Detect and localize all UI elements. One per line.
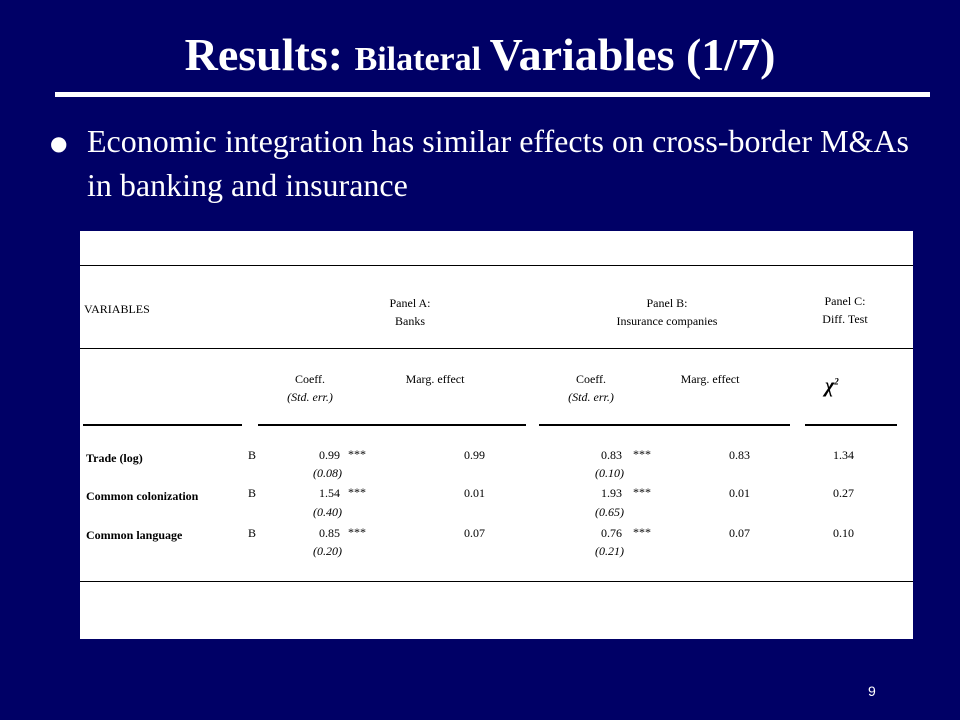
panel-c-label: Panel C: bbox=[824, 294, 866, 308]
row-tag: B bbox=[248, 526, 257, 540]
panel-a-coeff: 0.85 bbox=[319, 526, 340, 540]
row-name: Common colonization bbox=[86, 489, 199, 503]
panel-a-coeff: 0.99 bbox=[319, 448, 340, 462]
col-rule-panel-a bbox=[258, 424, 526, 426]
panel-a-coeff-label: Coeff. bbox=[294, 372, 326, 386]
row-name: Trade (log) bbox=[86, 451, 143, 465]
slide-title: Results: Bilateral Variables (1/7) bbox=[0, 28, 960, 81]
col-rule-panel-b bbox=[539, 424, 790, 426]
row-tag: B bbox=[248, 448, 257, 462]
panel-a-stderr: (0.40) bbox=[313, 505, 342, 519]
table-rule-bottom bbox=[80, 581, 913, 582]
table-rule-header bbox=[80, 348, 913, 349]
panel-b-sig: *** bbox=[633, 485, 651, 499]
panel-b-marg: 0.01 bbox=[729, 486, 750, 500]
panel-a-sig: *** bbox=[348, 485, 366, 499]
title-results: Results: bbox=[184, 29, 355, 80]
col-rule-variables bbox=[83, 424, 242, 426]
panel-c-name: Diff. Test bbox=[822, 312, 868, 326]
panel-a-stderr: (0.20) bbox=[313, 544, 342, 558]
bullet-text: Economic integration has similar effects… bbox=[87, 123, 909, 203]
panel-a-stderr-label: (Std. err.) bbox=[287, 390, 333, 404]
page-number: 9 bbox=[868, 683, 876, 699]
panel-b-stderr: (0.21) bbox=[595, 544, 624, 558]
panel-b-coeff: 1.93 bbox=[601, 486, 622, 500]
panel-b-marg: 0.83 bbox=[729, 448, 750, 462]
panel-a-sig: *** bbox=[348, 447, 366, 461]
panel-b-coeff-label: Coeff. bbox=[575, 372, 607, 386]
panel-a-name: Banks bbox=[395, 314, 425, 328]
panel-a-marg-label: Marg. effect bbox=[405, 372, 465, 386]
chi2-value: 0.27 bbox=[833, 486, 854, 500]
panel-a-marg: 0.07 bbox=[464, 526, 485, 540]
panel-b-marg: 0.07 bbox=[729, 526, 750, 540]
row-name: Common language bbox=[86, 528, 183, 542]
title-underline bbox=[55, 92, 930, 97]
bullet-icon: ● bbox=[50, 131, 68, 155]
table-rule-top bbox=[80, 265, 913, 266]
col-rule-panel-c bbox=[805, 424, 897, 426]
title-bilateral: Bilateral bbox=[354, 41, 490, 78]
chi2-value: 0.10 bbox=[833, 526, 854, 540]
panel-b-coeff: 0.76 bbox=[601, 526, 622, 540]
panel-a-marg: 0.99 bbox=[464, 448, 485, 462]
panel-b-sig: *** bbox=[633, 447, 651, 461]
chi-square-symbol: χ2 bbox=[825, 375, 839, 397]
panel-b-stderr-label: (Std. err.) bbox=[568, 390, 614, 404]
panel-b-label: Panel B: bbox=[646, 296, 688, 310]
panel-b-sig: *** bbox=[633, 525, 651, 539]
chi2-value: 1.34 bbox=[833, 448, 854, 462]
panel-a-marg: 0.01 bbox=[464, 486, 485, 500]
row-tag: B bbox=[248, 486, 257, 500]
results-table: VARIABLES Panel A: Banks Panel B: Insura… bbox=[80, 231, 913, 639]
panel-b-name: Insurance companies bbox=[616, 314, 718, 328]
variables-header: VARIABLES bbox=[84, 302, 150, 316]
panel-b-coeff: 0.83 bbox=[601, 448, 622, 462]
panel-a-stderr: (0.08) bbox=[313, 466, 342, 480]
panel-b-stderr: (0.10) bbox=[595, 466, 624, 480]
panel-b-stderr: (0.65) bbox=[595, 505, 624, 519]
title-variables: Variables (1/7) bbox=[489, 29, 776, 80]
panel-a-sig: *** bbox=[348, 525, 366, 539]
panel-a-label: Panel A: bbox=[389, 296, 431, 310]
panel-a-coeff: 1.54 bbox=[319, 486, 340, 500]
panel-b-marg-label: Marg. effect bbox=[680, 372, 740, 386]
